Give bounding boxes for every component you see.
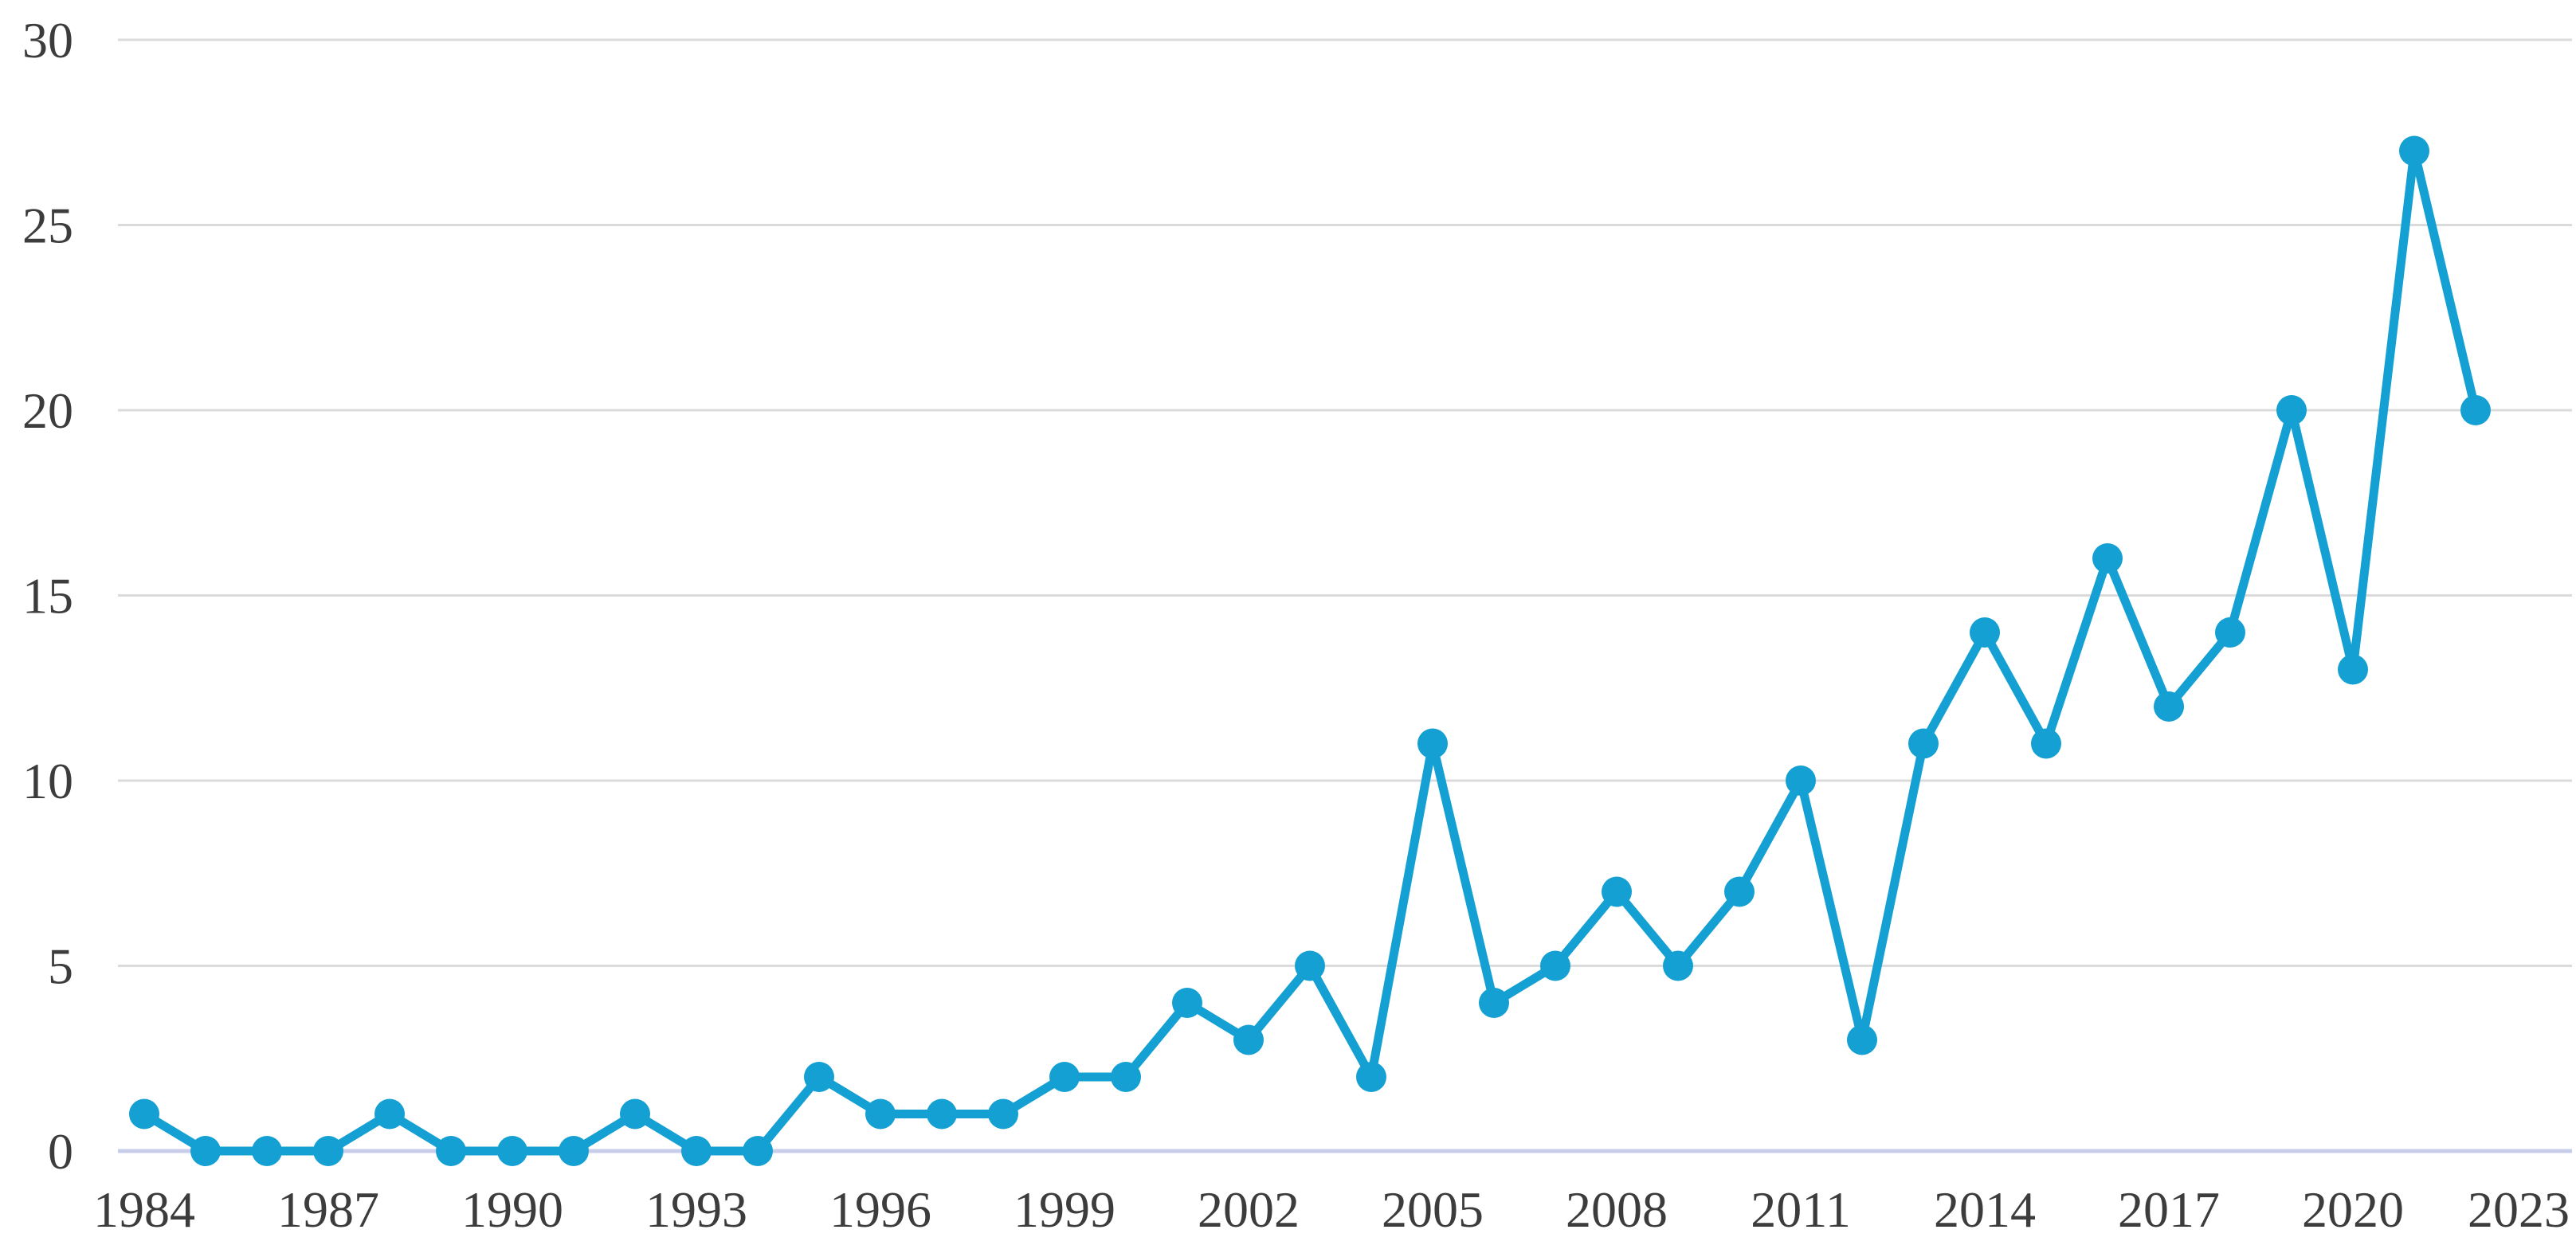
y-tick-label: 10: [22, 753, 73, 809]
y-tick-label: 20: [22, 382, 73, 439]
data-point-2019: [2276, 395, 2307, 425]
y-tick-label: 5: [48, 938, 73, 995]
data-point-1985: [190, 1136, 221, 1166]
data-point-1998: [988, 1098, 1018, 1130]
y-tick-label: 15: [22, 568, 73, 624]
data-point-1995: [804, 1062, 834, 1092]
x-tick-label: 2014: [1934, 1181, 2036, 1238]
data-point-2012: [1847, 1024, 1877, 1055]
data-point-1984: [129, 1098, 159, 1130]
data-point-2003: [1295, 950, 1325, 981]
data-point-2010: [1724, 876, 1755, 907]
y-tick-label: 30: [22, 12, 73, 69]
data-point-2007: [1540, 950, 1570, 981]
x-tick-label: 2020: [2302, 1181, 2404, 1238]
data-point-2004: [1356, 1062, 1386, 1092]
data-point-1994: [743, 1136, 773, 1166]
data-point-2011: [1786, 765, 1816, 796]
x-tick-label: 1984: [93, 1181, 195, 1238]
data-point-1989: [436, 1136, 466, 1166]
data-point-2014: [1970, 617, 2000, 648]
data-point-1988: [374, 1098, 405, 1130]
y-tick-label: 0: [48, 1123, 73, 1180]
x-tick-label: 1993: [645, 1181, 747, 1238]
x-tick-label: 1996: [829, 1181, 931, 1238]
data-point-1997: [927, 1098, 957, 1130]
x-tick-label: 1999: [1014, 1181, 1115, 1238]
data-point-2008: [1602, 876, 1632, 907]
data-point-1991: [559, 1136, 589, 1166]
data-point-2000: [1111, 1062, 1141, 1092]
data-point-2013: [1908, 728, 1939, 759]
x-tick-label: 2017: [2118, 1181, 2220, 1238]
y-tick-label: 25: [22, 198, 73, 254]
data-line: [139, 147, 2480, 1156]
data-point-1986: [252, 1136, 282, 1166]
data-point-1992: [620, 1098, 650, 1130]
data-point-1990: [497, 1136, 527, 1166]
data-point-2020: [2338, 654, 2368, 685]
data-point-2006: [1479, 988, 1509, 1018]
data-point-2021: [2399, 135, 2429, 166]
data-point-2022: [2460, 395, 2491, 425]
data-point-1996: [865, 1098, 896, 1130]
data-point-2005: [1417, 728, 1448, 759]
data-point-2009: [1663, 950, 1693, 981]
data-point-1999: [1049, 1062, 1080, 1092]
data-point-2001: [1172, 988, 1202, 1018]
data-point-1993: [681, 1136, 712, 1166]
data-point-1987: [313, 1136, 343, 1166]
data-point-2016: [2092, 543, 2123, 574]
data-point-2017: [2154, 691, 2184, 722]
x-tick-label: 2023: [2468, 1181, 2570, 1238]
x-tick-label: 2002: [1198, 1181, 1300, 1238]
data-point-2002: [1233, 1024, 1264, 1055]
x-tick-label: 1987: [277, 1181, 379, 1238]
x-tick-label: 2005: [1382, 1181, 1484, 1238]
x-tick-label: 1990: [461, 1181, 563, 1238]
data-point-2018: [2215, 617, 2245, 648]
x-tick-label: 2011: [1751, 1181, 1851, 1238]
x-tick-label: 2008: [1566, 1181, 1668, 1238]
data-point-2015: [2031, 728, 2061, 759]
